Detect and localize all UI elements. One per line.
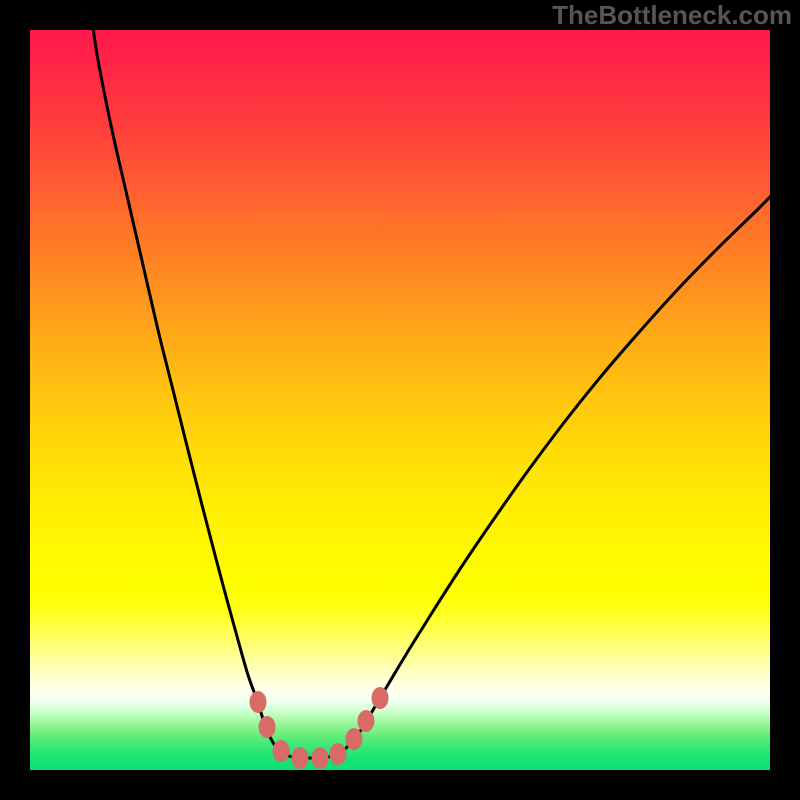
gradient-background <box>30 30 770 770</box>
marker-point <box>346 728 363 750</box>
marker-point <box>372 687 389 709</box>
plot-svg <box>30 30 770 770</box>
marker-point <box>358 710 375 732</box>
marker-point <box>259 716 276 738</box>
marker-point <box>312 747 329 769</box>
marker-point <box>330 743 347 765</box>
watermark-text: TheBottleneck.com <box>552 0 792 31</box>
marker-point <box>273 740 290 762</box>
marker-point <box>292 747 309 769</box>
marker-point <box>250 691 267 713</box>
plot-area <box>30 30 770 770</box>
chart-frame: TheBottleneck.com <box>0 0 800 800</box>
